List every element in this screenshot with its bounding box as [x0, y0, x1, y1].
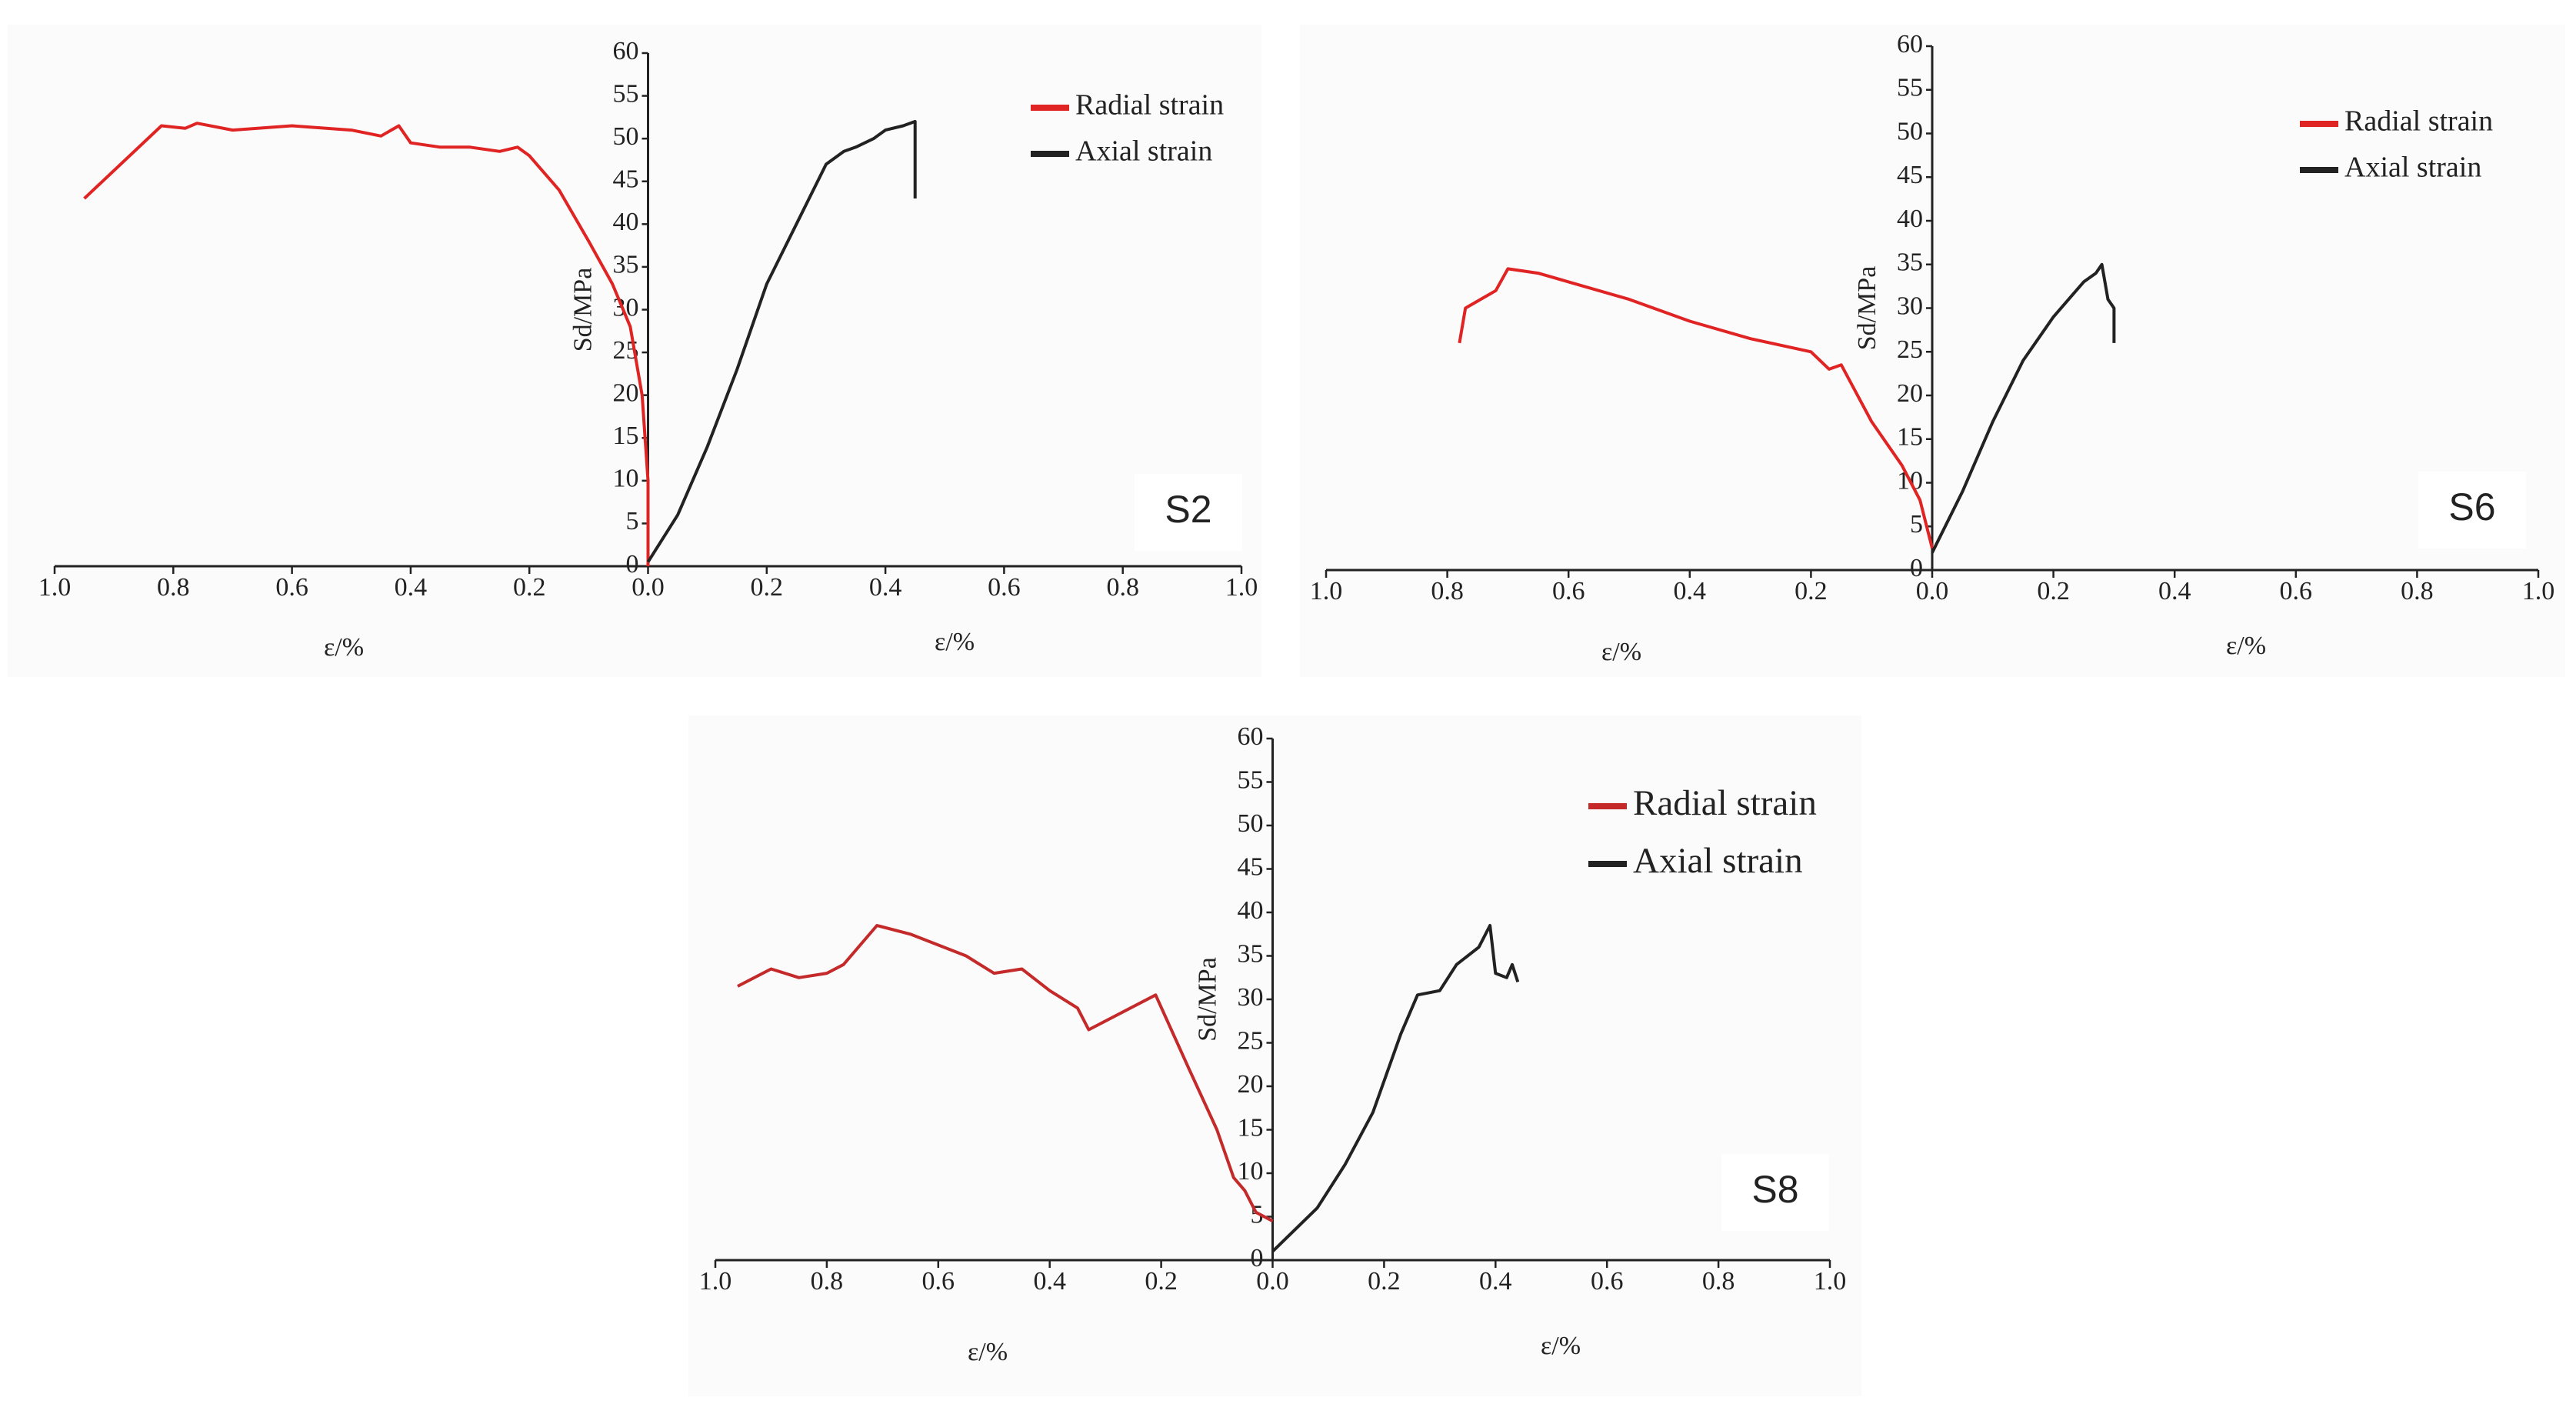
panel-label: S6: [2448, 485, 2495, 529]
panel-label: S8: [1751, 1168, 1798, 1211]
y-tick-label: 55: [613, 79, 639, 108]
y-tick-label: 25: [1238, 1026, 1264, 1055]
x-tick-label: 1.0: [1225, 573, 1258, 602]
x-tick-label: 0.2: [1795, 577, 1828, 605]
x-axis-label: ε/%: [968, 1338, 1008, 1366]
y-tick-label: 0: [1251, 1244, 1264, 1272]
y-tick-label: 5: [1910, 510, 1923, 539]
y-tick-label: 50: [613, 122, 639, 151]
y-tick-label: 15: [1897, 423, 1923, 452]
x-tick-label: 0.4: [2158, 577, 2191, 605]
x-tick-label: 0.8: [157, 573, 190, 602]
x-axis-label: ε/%: [324, 633, 364, 662]
data-line: [646, 119, 917, 563]
x-tick-label: 0.4: [395, 573, 428, 602]
y-tick-label: 0: [626, 550, 639, 579]
x-tick-label: 0.2: [1368, 1267, 1401, 1296]
panel-label: S2: [1165, 488, 1211, 531]
y-tick-label: 50: [1897, 117, 1923, 145]
x-tick-label: 0.4: [1674, 577, 1707, 605]
y-tick-label: 0: [1910, 554, 1923, 582]
y-tick-label: 55: [1238, 765, 1264, 794]
panel-label-box: [2418, 472, 2526, 549]
y-tick-label: 10: [1238, 1157, 1264, 1186]
y-tick-label: 10: [613, 465, 639, 493]
data-line: [83, 122, 650, 566]
x-tick-label: 0.0: [632, 573, 665, 602]
y-tick-label: 40: [613, 208, 639, 236]
legend-label: Radial strain: [2344, 105, 2493, 138]
x-tick-label: 0.6: [1591, 1267, 1624, 1296]
x-axis-label: ε/%: [2226, 632, 2266, 660]
y-tick-label: 60: [613, 37, 639, 65]
data-line: [1458, 267, 1934, 549]
y-tick-label: 20: [613, 379, 639, 407]
x-tick-label: 0.2: [2037, 577, 2070, 605]
legend-label: Axial strain: [2344, 152, 2481, 184]
y-tick-label: 25: [1897, 335, 1923, 364]
x-tick-label: 1.0: [38, 573, 72, 602]
y-tick-label: 55: [1897, 74, 1923, 102]
y-tick-label: 5: [626, 507, 639, 535]
x-axis-label: ε/%: [1601, 638, 1641, 666]
x-tick-label: 0.6: [922, 1267, 955, 1296]
x-axis-label: ε/%: [1541, 1332, 1581, 1360]
y-tick-label: 20: [1238, 1070, 1264, 1099]
y-tick-label: 50: [1238, 809, 1264, 838]
y-tick-label: 40: [1897, 205, 1923, 233]
x-tick-label: 0.0: [1916, 577, 1949, 605]
x-tick-label: 0.8: [2401, 577, 2434, 605]
y-tick-label: 15: [1238, 1113, 1264, 1142]
x-tick-label: 1.0: [1310, 577, 1343, 605]
x-tick-label: 0.4: [869, 573, 902, 602]
x-tick-label: 0.8: [1106, 573, 1139, 602]
y-tick-label: 40: [1238, 896, 1264, 925]
y-tick-label: 45: [613, 165, 639, 194]
x-tick-label: 0.2: [1145, 1267, 1178, 1296]
y-tick-label: 45: [1238, 852, 1264, 881]
x-tick-label: 1.0: [699, 1267, 732, 1296]
panel-label-box: [1135, 474, 1242, 551]
y-axis-label: Sd/MPa: [1193, 957, 1221, 1042]
x-tick-label: 0.6: [988, 573, 1021, 602]
y-tick-label: 60: [1238, 722, 1264, 751]
y-tick-label: 45: [1897, 161, 1923, 189]
data-line: [737, 924, 1274, 1222]
legend-label: Radial strain: [1075, 89, 1224, 122]
y-axis-label: Sd/MPa: [1853, 266, 1881, 351]
x-tick-label: 1.0: [1814, 1267, 1847, 1296]
y-tick-label: 30: [1238, 983, 1264, 1012]
legend-label: Axial strain: [1633, 841, 1803, 881]
y-tick-label: 35: [1897, 248, 1923, 277]
x-tick-label: 0.2: [751, 573, 784, 602]
x-tick-label: 0.6: [275, 573, 308, 602]
x-tick-label: 0.8: [1431, 577, 1464, 605]
y-tick-label: 30: [1897, 292, 1923, 320]
x-tick-label: 0.8: [811, 1267, 844, 1296]
y-tick-label: 35: [1238, 939, 1264, 968]
x-tick-label: 1.0: [2522, 577, 2555, 605]
data-line: [1271, 924, 1520, 1253]
panel-bg: [688, 715, 1861, 1396]
x-tick-label: 0.0: [1256, 1267, 1289, 1296]
x-tick-label: 0.2: [513, 573, 546, 602]
y-tick-label: 15: [613, 422, 639, 450]
x-tick-label: 0.4: [1479, 1267, 1512, 1296]
panel-label-box: [1721, 1154, 1829, 1231]
x-tick-label: 0.6: [1552, 577, 1585, 605]
y-tick-label: 60: [1897, 30, 1923, 58]
x-axis-label: ε/%: [935, 628, 975, 656]
data-line: [1931, 262, 2116, 554]
x-tick-label: 0.8: [1702, 1267, 1735, 1296]
legend-label: Axial strain: [1075, 135, 1212, 168]
y-tick-label: 20: [1897, 379, 1923, 408]
y-tick-label: 35: [613, 251, 639, 279]
x-tick-label: 0.4: [1033, 1267, 1066, 1296]
legend-label: Radial strain: [1633, 783, 1817, 823]
x-tick-label: 0.6: [2280, 577, 2313, 605]
y-axis-label: Sd/MPa: [568, 268, 597, 352]
